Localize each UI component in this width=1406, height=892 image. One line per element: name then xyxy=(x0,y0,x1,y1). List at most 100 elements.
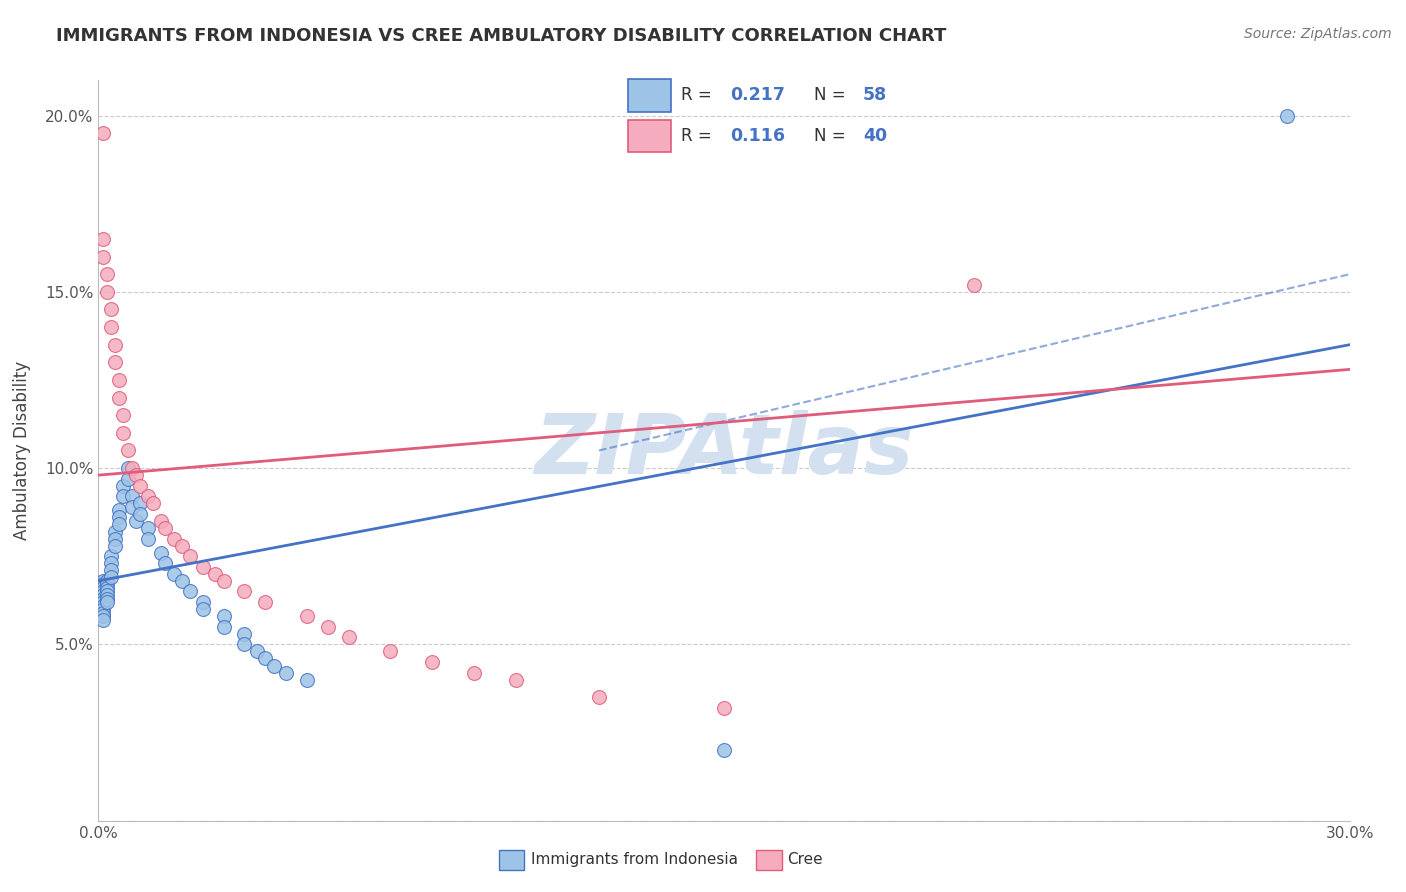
Point xyxy=(138,532,160,546)
Point xyxy=(96,574,118,588)
Point xyxy=(179,584,201,599)
Point xyxy=(96,591,118,606)
Point xyxy=(191,595,214,609)
Point xyxy=(96,267,118,281)
Point xyxy=(91,602,114,616)
Text: ZIPAtlas: ZIPAtlas xyxy=(534,410,914,491)
Point xyxy=(254,595,277,609)
Point xyxy=(170,539,193,553)
Text: N =: N = xyxy=(814,127,851,145)
Point xyxy=(104,539,127,553)
Point xyxy=(463,665,485,680)
Point xyxy=(112,408,135,422)
Point xyxy=(91,577,114,591)
Point xyxy=(191,559,214,574)
Point xyxy=(96,581,118,595)
Point xyxy=(91,588,114,602)
Text: 0.217: 0.217 xyxy=(730,87,785,104)
Point xyxy=(170,574,193,588)
Point xyxy=(104,337,127,351)
Point xyxy=(150,546,173,560)
Point xyxy=(117,443,139,458)
Point xyxy=(295,609,318,624)
Text: R =: R = xyxy=(681,127,717,145)
Text: N =: N = xyxy=(814,87,851,104)
Point xyxy=(162,566,184,581)
Point xyxy=(100,556,122,570)
Point xyxy=(104,355,127,369)
Point xyxy=(96,577,118,591)
Point xyxy=(212,609,235,624)
Point xyxy=(121,500,143,514)
Point xyxy=(233,637,256,651)
Point xyxy=(117,461,139,475)
Point xyxy=(91,581,114,595)
Point xyxy=(254,651,277,665)
Point xyxy=(204,566,226,581)
Point xyxy=(246,644,269,658)
Point xyxy=(150,514,173,528)
Point xyxy=(233,584,256,599)
Point xyxy=(100,549,122,564)
Text: R =: R = xyxy=(681,87,717,104)
Point xyxy=(112,489,135,503)
Point xyxy=(129,496,152,510)
Point xyxy=(316,620,339,634)
Point xyxy=(91,584,114,599)
Y-axis label: Ambulatory Disability: Ambulatory Disability xyxy=(13,361,31,540)
Point xyxy=(96,595,118,609)
Point xyxy=(91,232,114,246)
Point xyxy=(121,461,143,475)
Point xyxy=(138,489,160,503)
Point xyxy=(588,690,610,705)
Point xyxy=(142,496,165,510)
Text: Immigrants from Indonesia: Immigrants from Indonesia xyxy=(531,853,738,867)
Point xyxy=(138,521,160,535)
Point xyxy=(129,507,152,521)
Point xyxy=(91,613,114,627)
Point xyxy=(129,479,152,493)
Point xyxy=(420,655,443,669)
Point xyxy=(162,532,184,546)
FancyBboxPatch shape xyxy=(628,120,671,152)
Point xyxy=(91,606,114,620)
Point xyxy=(96,588,118,602)
Point xyxy=(179,549,201,564)
Point xyxy=(100,320,122,334)
Point xyxy=(380,644,402,658)
Point xyxy=(108,510,131,524)
Point xyxy=(91,609,114,624)
Text: Source: ZipAtlas.com: Source: ZipAtlas.com xyxy=(1244,27,1392,41)
Text: 0.116: 0.116 xyxy=(730,127,785,145)
Point xyxy=(233,627,256,641)
Text: 40: 40 xyxy=(863,127,887,145)
Point xyxy=(104,532,127,546)
Point xyxy=(104,524,127,539)
Point xyxy=(112,425,135,440)
Point xyxy=(295,673,318,687)
Point xyxy=(91,599,114,613)
Point xyxy=(125,514,148,528)
Point xyxy=(713,701,735,715)
Point xyxy=(91,250,114,264)
Point xyxy=(121,489,143,503)
Text: Cree: Cree xyxy=(787,853,823,867)
Point xyxy=(191,602,214,616)
FancyBboxPatch shape xyxy=(628,79,671,112)
Point xyxy=(713,743,735,757)
Point xyxy=(91,595,114,609)
Point xyxy=(1277,109,1299,123)
Point xyxy=(212,620,235,634)
Text: IMMIGRANTS FROM INDONESIA VS CREE AMBULATORY DISABILITY CORRELATION CHART: IMMIGRANTS FROM INDONESIA VS CREE AMBULA… xyxy=(56,27,946,45)
Point xyxy=(100,563,122,577)
Point xyxy=(91,126,114,140)
Point xyxy=(100,570,122,584)
Point xyxy=(125,468,148,483)
Point xyxy=(96,584,118,599)
Point xyxy=(91,574,114,588)
Point xyxy=(153,556,176,570)
Point xyxy=(108,391,131,405)
Point xyxy=(100,302,122,317)
Point xyxy=(963,277,986,292)
Text: 58: 58 xyxy=(863,87,887,104)
